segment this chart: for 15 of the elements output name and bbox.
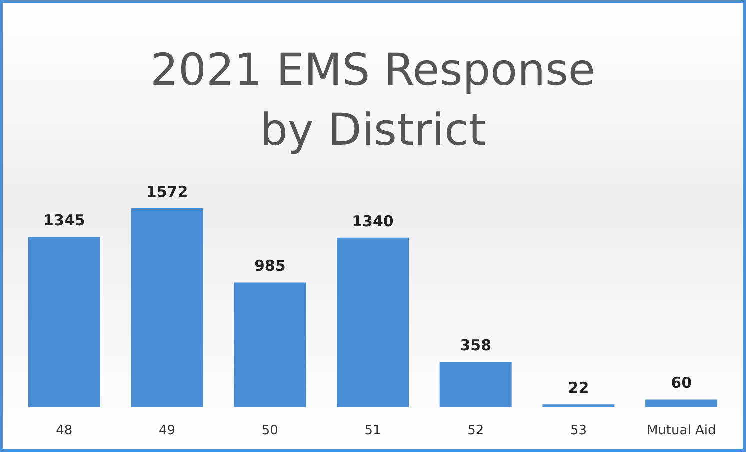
x-tick-label: 48 <box>56 424 73 439</box>
data-label: 985 <box>254 257 286 276</box>
x-tick-label: Mutual Aid <box>646 424 716 439</box>
data-label: 1345 <box>44 212 86 230</box>
data-label: 22 <box>568 379 590 398</box>
x-tick-label: 50 <box>262 424 278 439</box>
data-label: 1340 <box>352 212 394 230</box>
x-tick-label: 53 <box>570 424 587 439</box>
x-tick-label: 49 <box>159 424 176 439</box>
data-label: 358 <box>460 336 492 355</box>
x-tick-label: 52 <box>468 424 484 439</box>
data-label: 60 <box>671 374 692 392</box>
chart-title: 2021 EMS Response by District <box>150 44 596 158</box>
data-label: 1572 <box>146 182 188 201</box>
x-tick-label: 51 <box>364 424 382 439</box>
